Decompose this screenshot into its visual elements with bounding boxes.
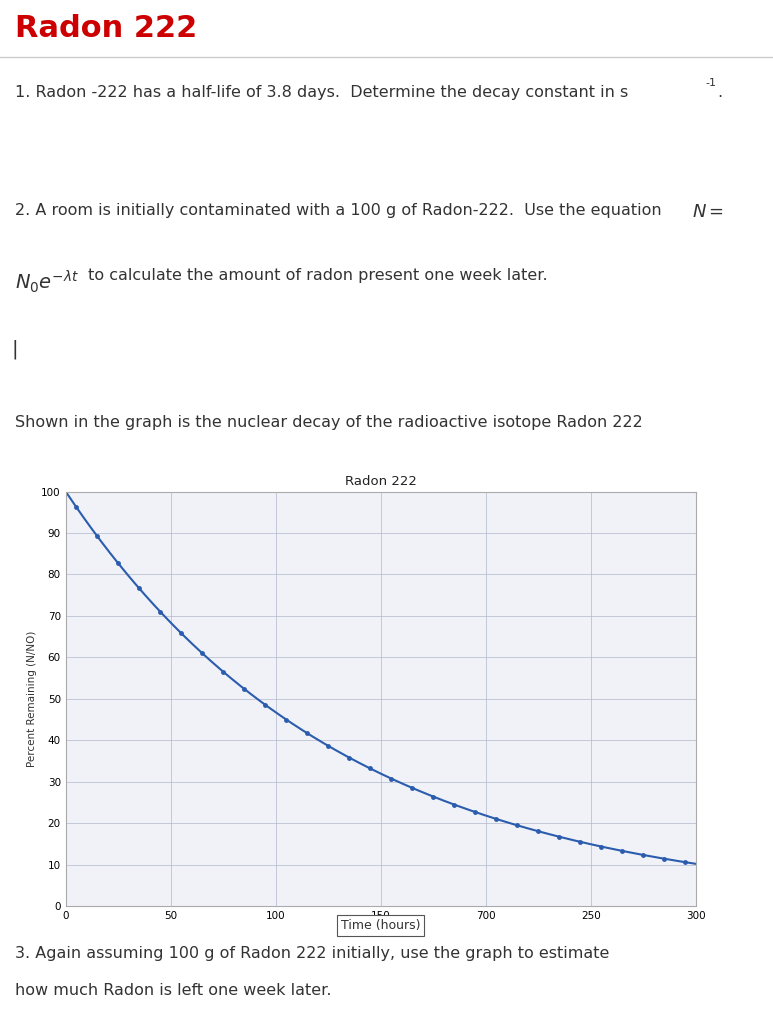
- Text: 1. Radon -222 has a half-life of 3.8 days.  Determine the decay constant in s: 1. Radon -222 has a half-life of 3.8 day…: [15, 85, 628, 99]
- Text: to calculate the amount of radon present one week later.: to calculate the amount of radon present…: [83, 268, 548, 284]
- Text: Radon 222: Radon 222: [15, 14, 198, 43]
- Text: Shown in the graph is the nuclear decay of the radioactive isotope Radon 222: Shown in the graph is the nuclear decay …: [15, 415, 643, 429]
- Y-axis label: Percent Remaining (N/NO): Percent Remaining (N/NO): [27, 631, 37, 767]
- Text: how much Radon is left one week later.: how much Radon is left one week later.: [15, 983, 332, 998]
- Title: Radon 222: Radon 222: [345, 474, 417, 487]
- Text: $N =$: $N =$: [692, 203, 724, 220]
- Text: |: |: [12, 339, 19, 358]
- Text: 3. Again assuming 100 g of Radon 222 initially, use the graph to estimate: 3. Again assuming 100 g of Radon 222 ini…: [15, 946, 610, 962]
- Text: -1: -1: [705, 78, 716, 88]
- Text: .: .: [717, 85, 723, 99]
- Text: Time (hours): Time (hours): [341, 920, 421, 932]
- Text: 2. A room is initially contaminated with a 100 g of Radon-222.  Use the equation: 2. A room is initially contaminated with…: [15, 203, 667, 217]
- Text: $N_0 e^{-\lambda t}$: $N_0 e^{-\lambda t}$: [15, 268, 80, 295]
